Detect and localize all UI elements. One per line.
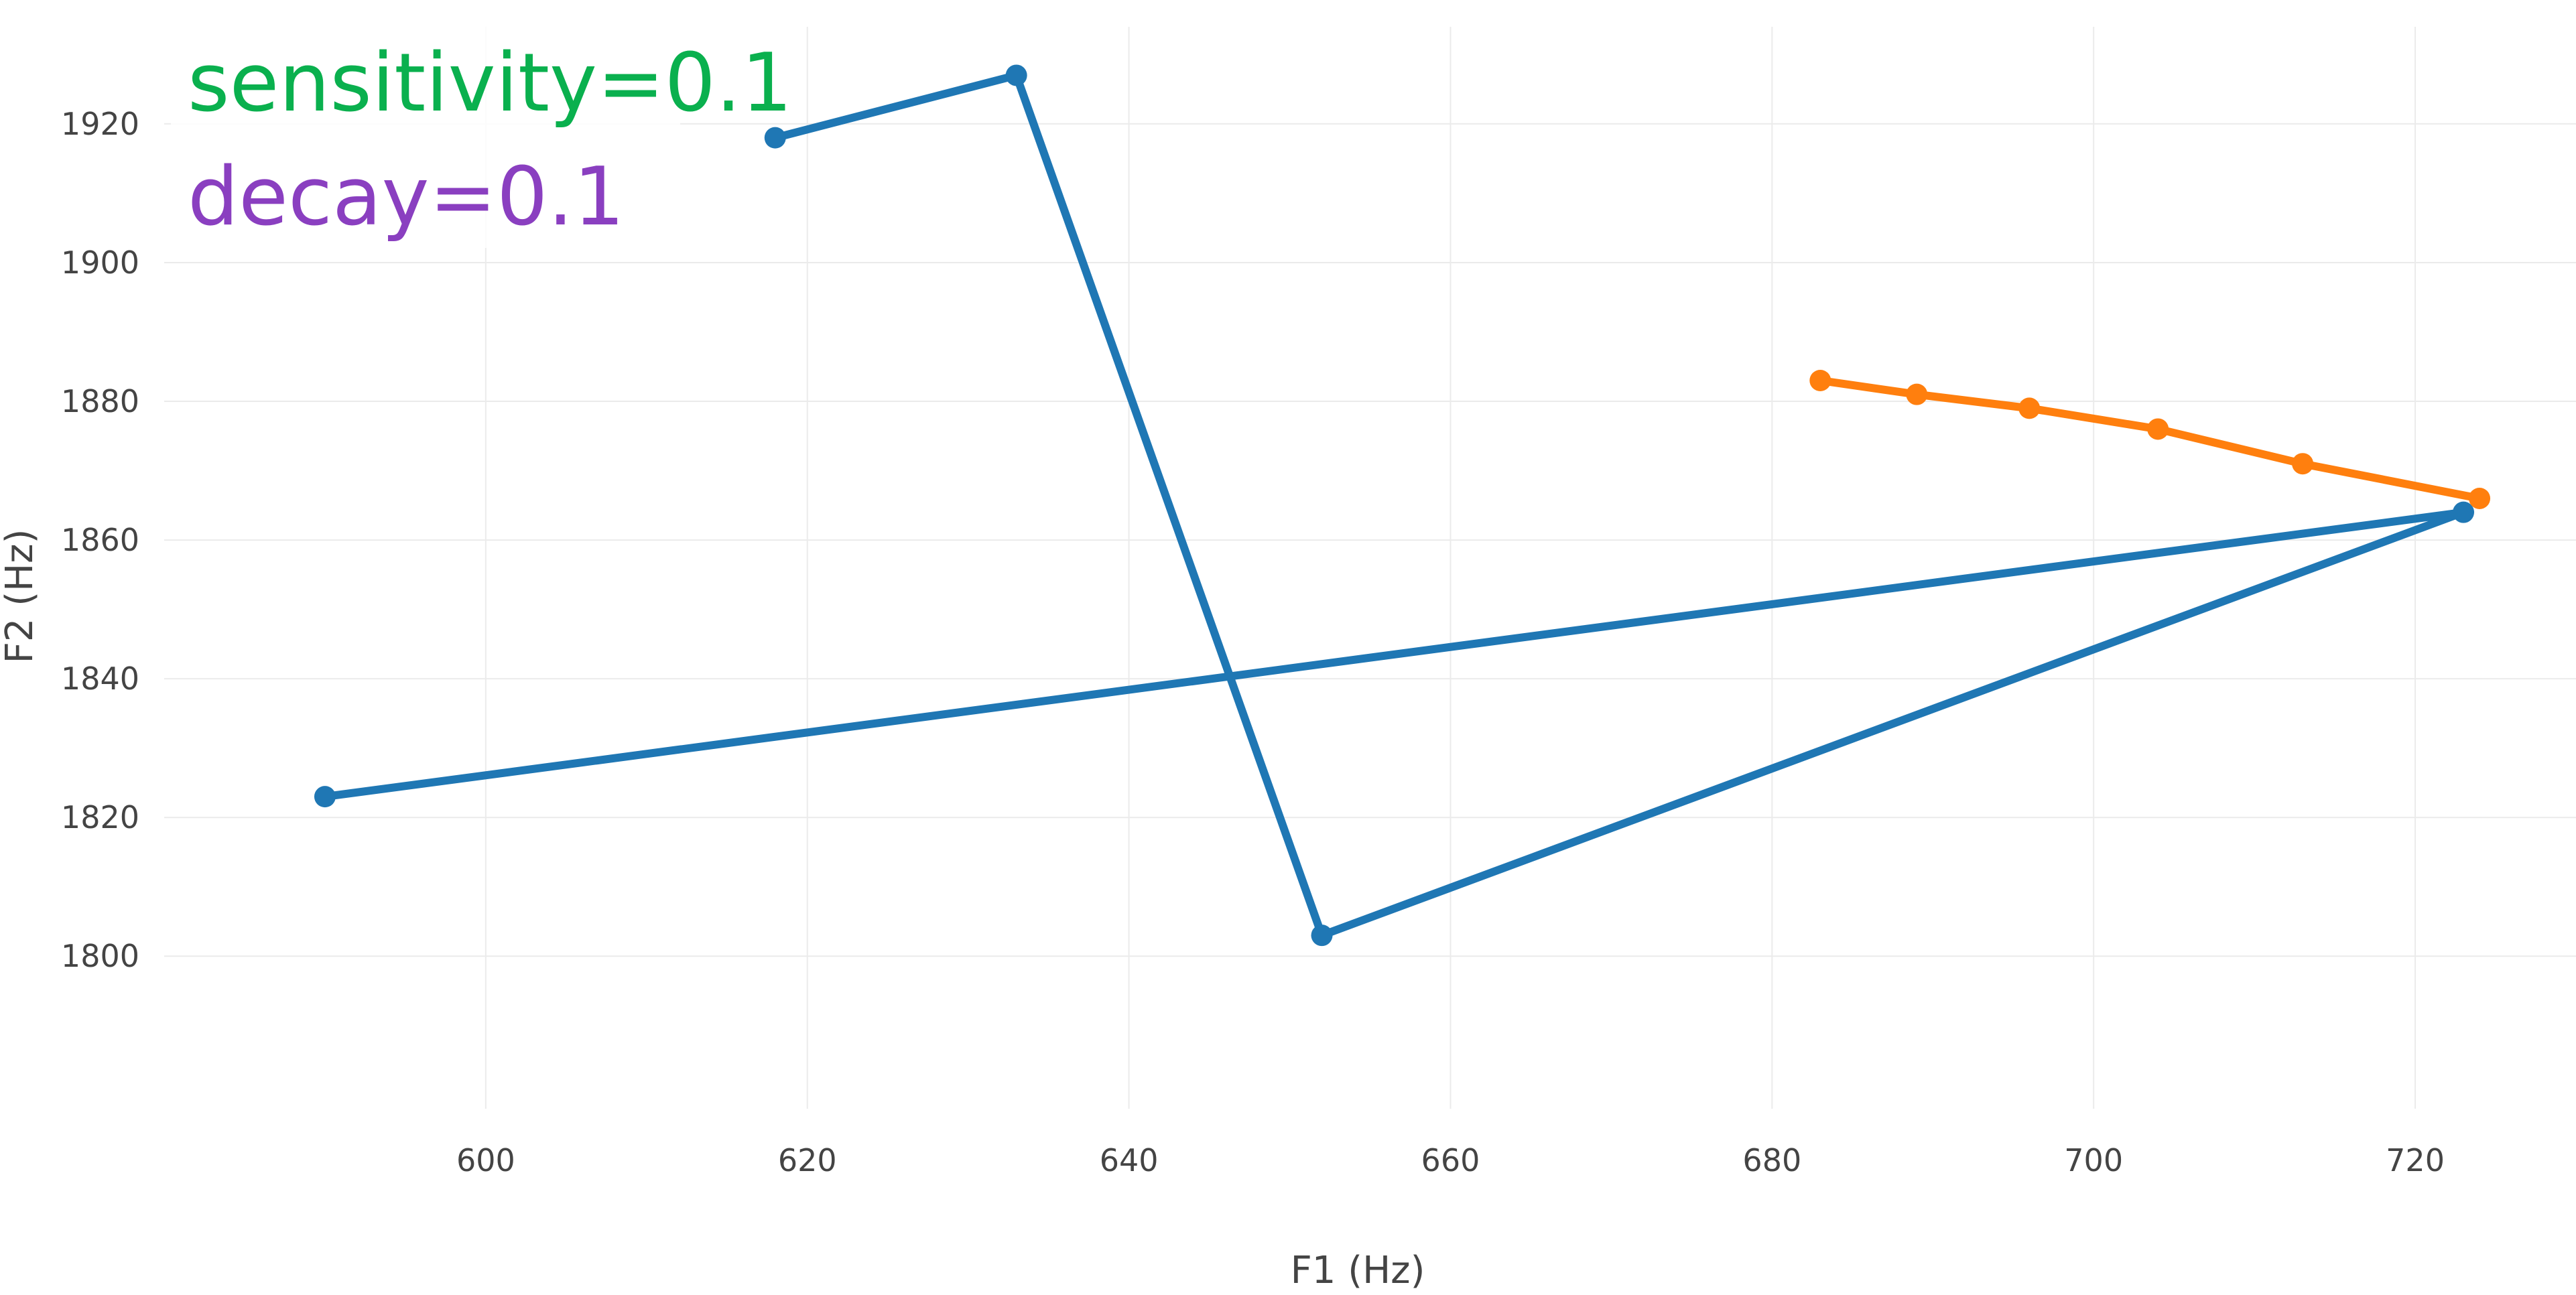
x-tick-label: 680 (1742, 1142, 1801, 1178)
y-tick-label: 1880 (61, 383, 139, 419)
series-1-line (1816, 376, 2484, 502)
series-0-point (764, 127, 786, 149)
series-0-point (1311, 925, 1333, 947)
y-tick-label: 1820 (61, 799, 139, 835)
y-tick-label: 1900 (61, 245, 139, 281)
x-axis-title: F1 (Hz) (1291, 1249, 1425, 1292)
y-tick-label: 1840 (61, 661, 139, 697)
series-1-point (2018, 397, 2041, 419)
series-points (314, 64, 2491, 947)
x-tick-label: 700 (2064, 1142, 2123, 1178)
x-tick-label: 640 (1100, 1142, 1159, 1178)
annotation-decay: decay=0.1 (188, 151, 625, 244)
y-tick-label: 1920 (61, 106, 139, 142)
annotation-background (171, 27, 680, 248)
y-tick-label: 1800 (61, 938, 139, 974)
x-tick-label: 660 (1421, 1142, 1480, 1178)
y-axis-ticks: 1800 1820 1840 1860 1880 1900 1920 (61, 106, 139, 974)
series-1-point (1809, 369, 1831, 391)
x-tick-label: 620 (778, 1142, 837, 1178)
series-0-point (2453, 501, 2475, 523)
series-1-point (2147, 418, 2169, 440)
series-1-point (1906, 383, 1928, 405)
series-1-point (2292, 453, 2314, 475)
y-axis-title: F2 (Hz) (0, 529, 42, 664)
annotation-sensitivity: sensitivity=0.1 (188, 37, 792, 130)
x-tick-label: 600 (456, 1142, 515, 1178)
x-tick-label: 720 (2386, 1142, 2445, 1178)
y-tick-label: 1860 (61, 522, 139, 558)
series-0-point (314, 786, 336, 808)
series-1-point (2469, 487, 2491, 509)
series-0-point (1005, 64, 1027, 86)
x-axis-ticks: 600 620 640 660 680 700 720 (456, 1142, 2445, 1178)
grid (164, 27, 2576, 1109)
